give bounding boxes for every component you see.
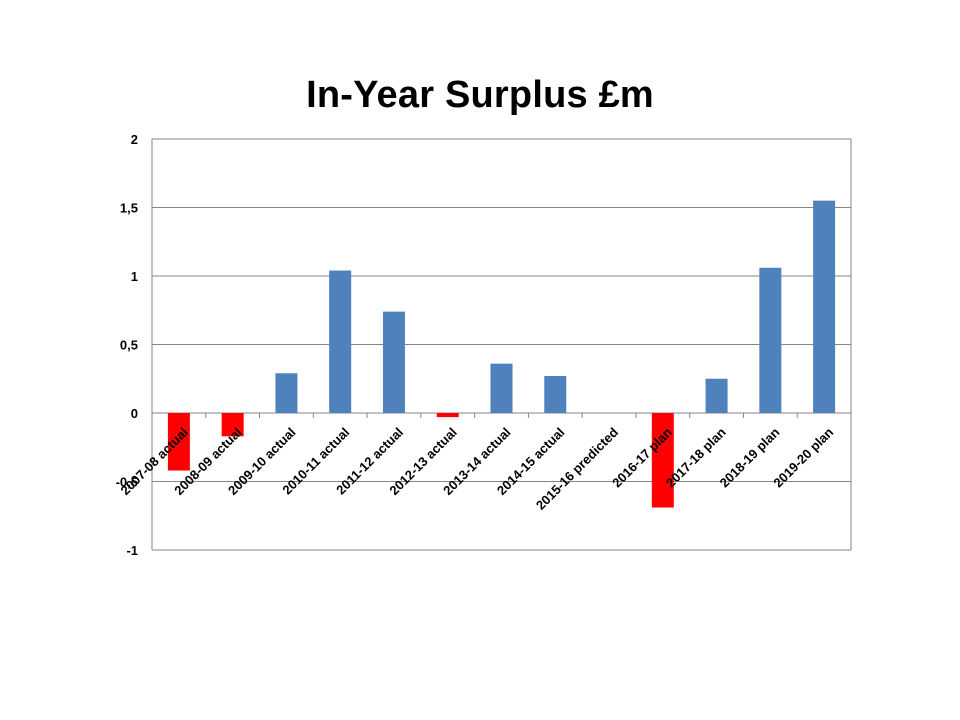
y-tick-label: 2	[131, 132, 138, 147]
bar	[759, 267, 782, 413]
bar	[221, 413, 244, 437]
chart-title: In-Year Surplus £m	[306, 74, 654, 116]
bar	[490, 363, 513, 413]
bar	[436, 413, 459, 418]
y-tick-label: -1	[126, 543, 138, 558]
bar	[544, 376, 567, 413]
bar	[705, 378, 728, 413]
bar	[329, 270, 352, 413]
bar	[813, 200, 836, 413]
y-tick-label: 0,5	[120, 338, 138, 353]
y-tick-label: 0	[131, 406, 138, 421]
bar	[275, 373, 298, 413]
y-tick-label: -0,5	[116, 475, 138, 490]
bar	[382, 311, 405, 413]
bar	[651, 413, 674, 508]
y-tick-label: 1,5	[120, 201, 138, 216]
y-tick-label: 1	[131, 269, 138, 284]
bar	[167, 413, 190, 471]
